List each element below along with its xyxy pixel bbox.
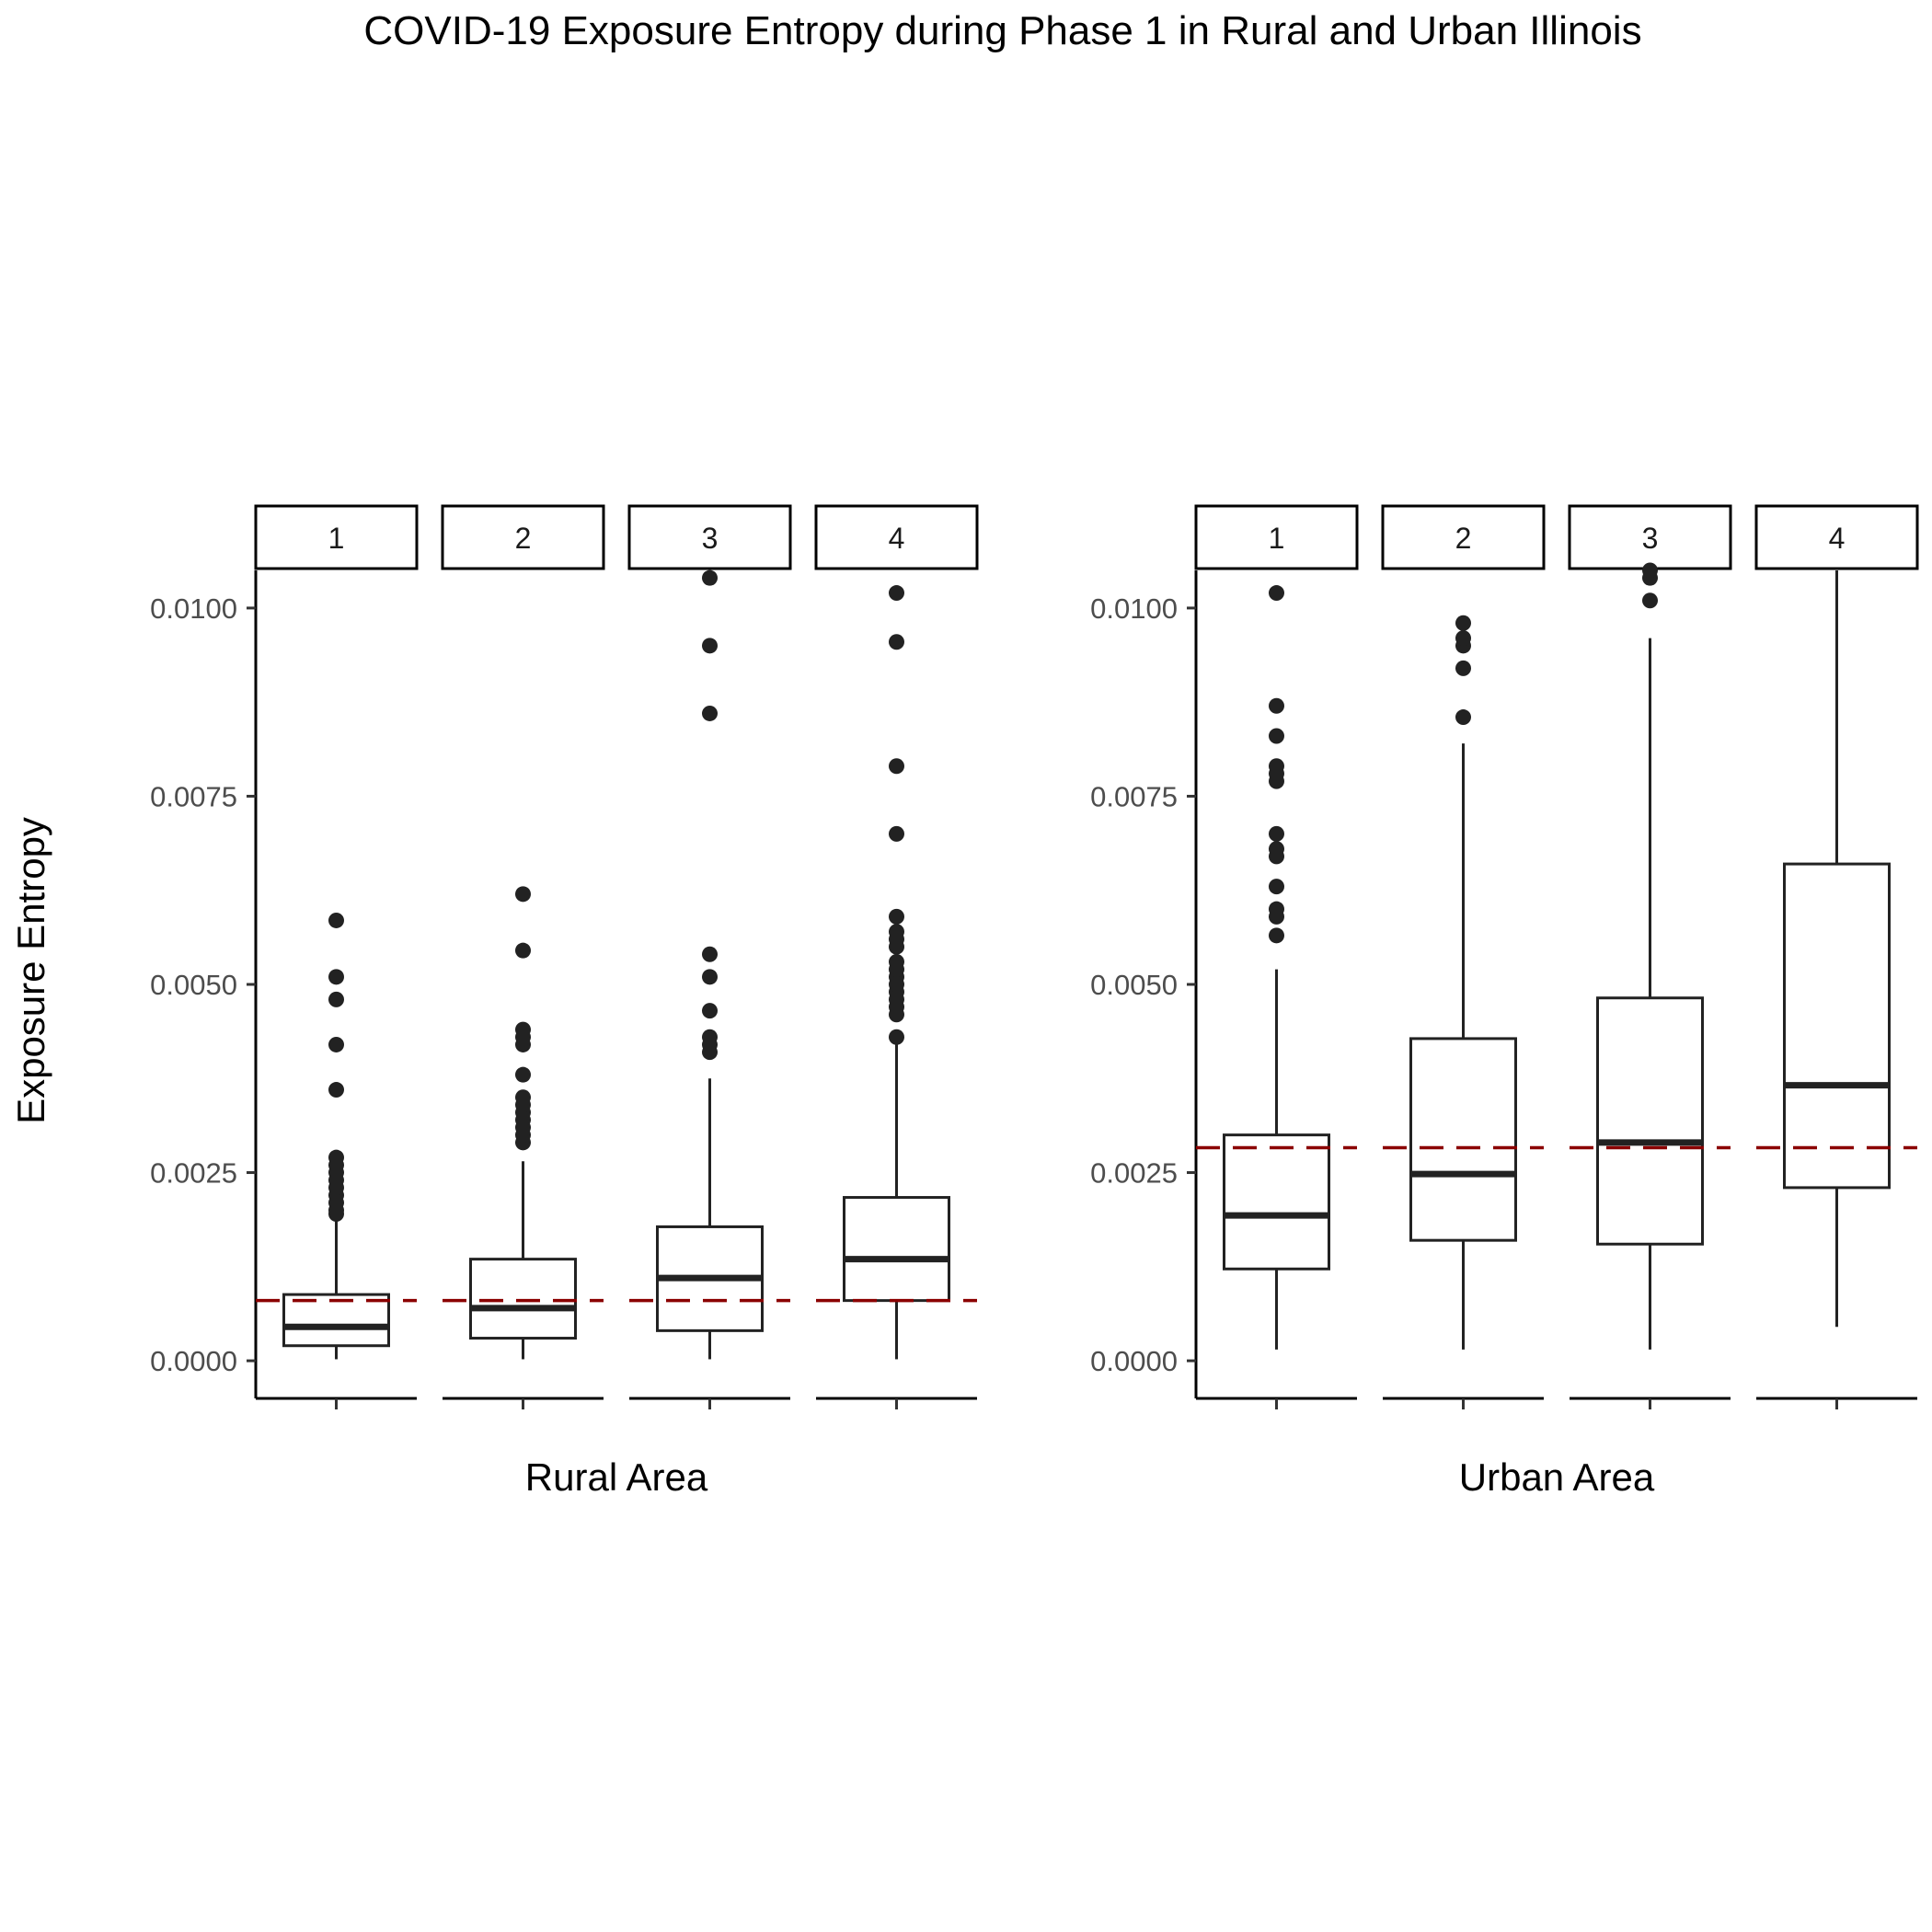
box (1596, 996, 1704, 1246)
outlier-point (515, 1089, 531, 1106)
outlier-point (1642, 592, 1658, 609)
outlier-point (1269, 901, 1284, 917)
outlier-point (702, 1029, 718, 1045)
y-tick-label: 0.0025 (1090, 1157, 1178, 1190)
facet-strip-label: 4 (889, 522, 905, 555)
y-tick-label: 0.0075 (150, 780, 237, 812)
plot-area: 0.0000 0.0025 0.0050 0.0075 0.0100 Rural Area… (150, 504, 1919, 1499)
facet-strip-label: 4 (1829, 522, 1846, 555)
facet-strip-label: 1 (1269, 522, 1285, 555)
y-tick-label: 0.0100 (150, 592, 237, 625)
box (843, 1196, 950, 1303)
outlier-point (328, 1149, 344, 1166)
outlier-point (889, 953, 904, 970)
outlier-point (328, 912, 344, 928)
outlier-point (328, 1082, 344, 1098)
facet-strip (441, 504, 605, 570)
outlier-point (515, 1066, 531, 1083)
y-tick-label: 0.0100 (1090, 592, 1178, 625)
y-tick-label: 0.0075 (1090, 780, 1178, 812)
outlier-point (702, 638, 718, 654)
outlier-point (889, 634, 904, 650)
box (469, 1258, 577, 1340)
outlier-point (1455, 660, 1471, 676)
box (1223, 1133, 1330, 1271)
box (282, 1293, 390, 1348)
y-tick-label: 0.0000 (1090, 1345, 1178, 1377)
facet-strip-label: 2 (515, 522, 532, 555)
facet-strip-label: 2 (1455, 522, 1472, 555)
x-axis-title: Rural Area (525, 1455, 708, 1499)
outlier-point (515, 942, 531, 959)
y-tick-label: 0.0000 (150, 1345, 237, 1377)
facet-strip-label: 3 (702, 522, 719, 555)
outlier-point (1642, 562, 1658, 579)
outlier-point (328, 969, 344, 985)
outlier-point (702, 946, 718, 962)
facet-strip (1194, 504, 1359, 570)
outlier-point (328, 1036, 344, 1052)
outlier-point (328, 991, 344, 1007)
outlier-point (889, 908, 904, 925)
outlier-point (515, 886, 531, 903)
outlier-point (889, 585, 904, 602)
facet-strip (814, 504, 979, 570)
facet-strip (1754, 504, 1919, 570)
facet-strip (254, 504, 419, 570)
outlier-point (1455, 615, 1471, 631)
outlier-point (702, 1003, 718, 1019)
box (1783, 862, 1891, 1190)
outlier-point (1455, 630, 1471, 647)
outlier-point (1269, 697, 1284, 714)
box (1409, 1037, 1517, 1242)
facet-strip-label: 1 (328, 522, 345, 555)
outlier-point (1269, 825, 1284, 842)
outlier-point (702, 705, 718, 721)
outlier-point (889, 1029, 904, 1045)
chart-title: COVID-19 Exposure Entropy during Phase 1… (363, 8, 1641, 53)
outlier-point (889, 758, 904, 775)
outlier-point (702, 969, 718, 985)
outlier-point (1269, 927, 1284, 944)
outlier-point (889, 924, 904, 940)
facet-strip-label: 3 (1642, 522, 1659, 555)
y-tick-label: 0.0025 (150, 1157, 237, 1190)
outlier-point (1269, 758, 1284, 775)
outlier-point (515, 1021, 531, 1038)
outlier-point (1269, 728, 1284, 744)
y-axis-title: Exposure Entropy (9, 817, 52, 1124)
outlier-point (1269, 585, 1284, 602)
outlier-point (889, 825, 904, 842)
y-tick-label: 0.0050 (150, 969, 237, 1001)
outlier-point (1455, 709, 1471, 726)
outlier-point (1269, 879, 1284, 895)
facet-strip (1381, 504, 1546, 570)
facet-strip (627, 504, 792, 570)
outlier-point (702, 569, 718, 586)
y-tick-label: 0.0050 (1090, 969, 1178, 1001)
outlier-point (1269, 841, 1284, 857)
x-axis-title: Urban Area (1459, 1455, 1655, 1499)
